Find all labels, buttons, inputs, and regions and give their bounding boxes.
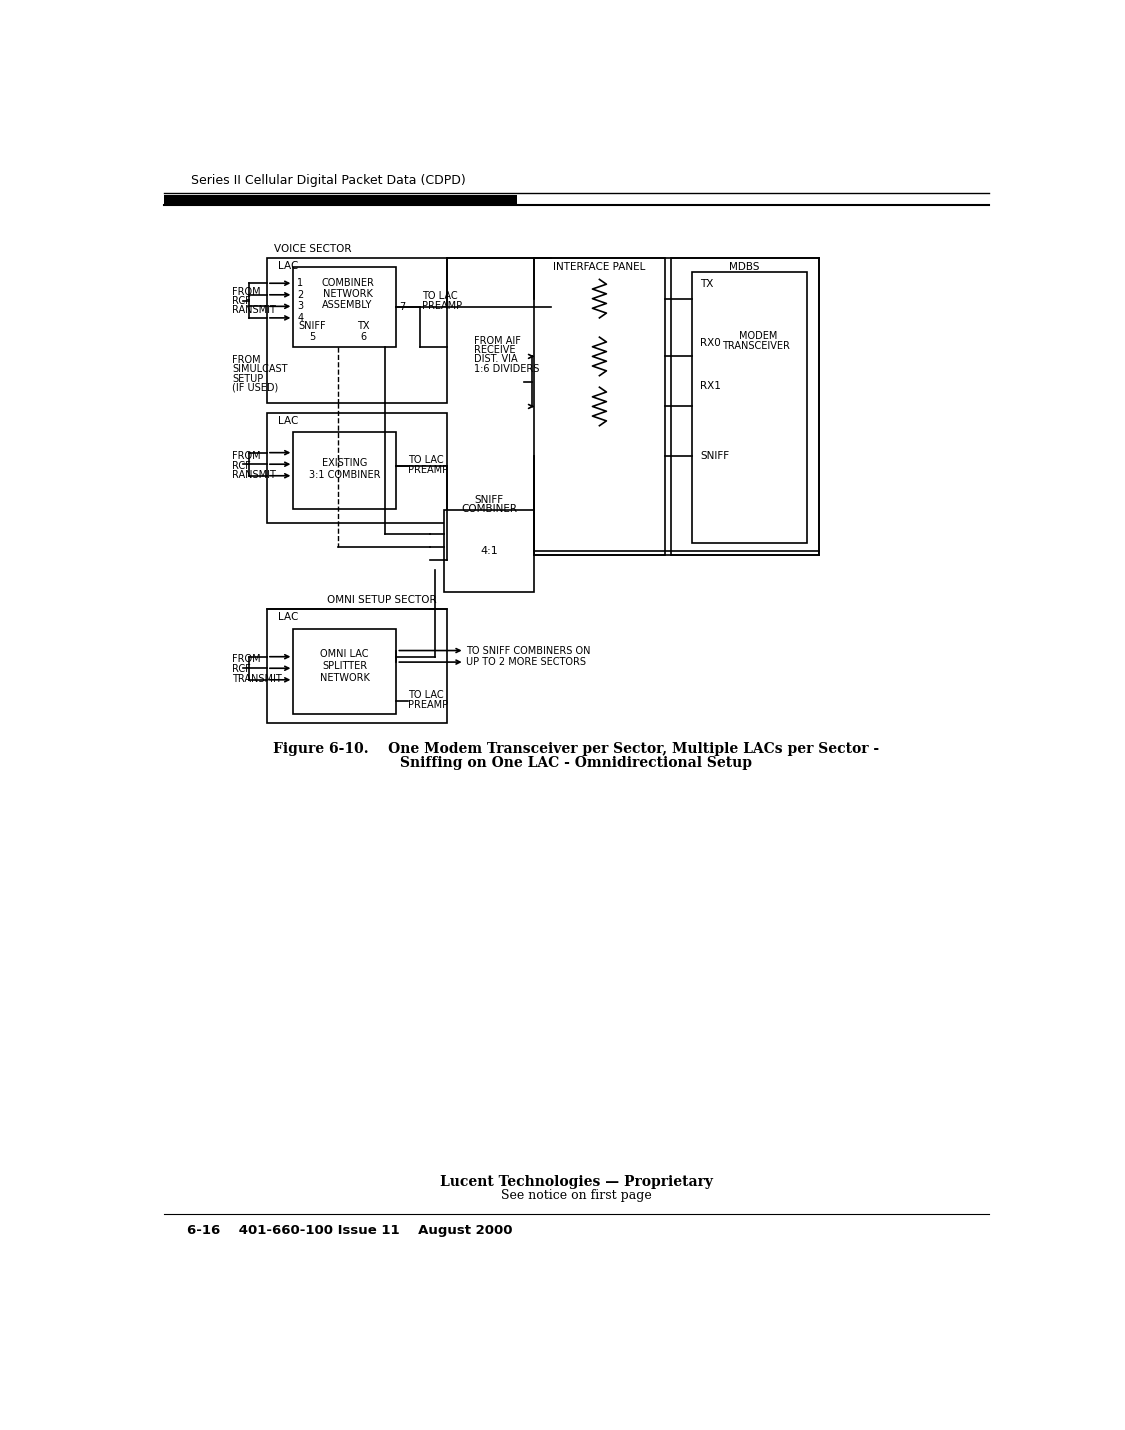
Text: 6-16    401-660-100 Issue 11    August 2000: 6-16 401-660-100 Issue 11 August 2000 [187,1224,513,1237]
Text: NETWORK: NETWORK [323,289,372,299]
Text: MDBS: MDBS [729,262,759,272]
Text: DIST. VIA: DIST. VIA [474,355,518,365]
Text: PREAMP: PREAMP [408,465,448,475]
Text: SNIFF: SNIFF [299,320,326,330]
Bar [267,609,447,724]
Bar [164,194,516,204]
Text: COMBINER: COMBINER [321,279,374,289]
Text: TO LAC: TO LAC [422,292,458,302]
Bar [534,257,665,555]
Bar [267,257,447,403]
Text: PREAMP: PREAMP [408,701,448,711]
Text: RCF: RCF [232,664,251,674]
Text: 5: 5 [309,332,316,342]
Text: LAC: LAC [278,612,298,622]
Text: TX: TX [357,320,369,330]
Text: SPLITTER: SPLITTER [322,661,367,671]
Text: LAC: LAC [278,416,298,426]
Text: 2: 2 [297,290,304,300]
Text: OMNI SETUP SECTOR: OMNI SETUP SECTOR [326,595,436,605]
Text: RCF: RCF [232,460,251,470]
Bar [267,413,447,523]
Text: RX0: RX0 [700,337,721,347]
Text: 3: 3 [297,302,304,312]
Text: 1:6 DIVIDERS: 1:6 DIVIDERS [474,363,539,373]
Text: RANSMIT: RANSMIT [232,305,276,315]
Text: See notice on first page: See notice on first page [501,1190,651,1203]
Text: Series II Cellular Digital Packet Data (CDPD): Series II Cellular Digital Packet Data (… [191,174,466,187]
Text: UP TO 2 MORE SECTORS: UP TO 2 MORE SECTORS [466,658,586,666]
Text: RX1: RX1 [700,380,721,390]
Text: TO SNIFF COMBINERS ON: TO SNIFF COMBINERS ON [466,645,591,655]
Text: (IF USED): (IF USED) [232,383,278,393]
Text: TRANSMIT: TRANSMIT [232,674,282,684]
Bar [444,511,534,592]
Bar [670,257,819,555]
Text: FROM: FROM [232,287,261,296]
Text: RECEIVE: RECEIVE [474,345,515,355]
Text: PREAMP: PREAMP [422,302,462,312]
Text: TRANSCEIVER: TRANSCEIVER [722,342,790,352]
Text: OMNI LAC: OMNI LAC [321,649,369,659]
Text: INTERFACE PANEL: INTERFACE PANEL [554,262,646,272]
Text: Sniffing on One LAC - Omnidirectional Setup: Sniffing on One LAC - Omnidirectional Se… [400,756,753,769]
Text: SNIFF: SNIFF [475,495,504,505]
Text: FROM AIF: FROM AIF [474,336,521,346]
Bar [692,272,807,543]
Text: Lucent Technologies — Proprietary: Lucent Technologies — Proprietary [440,1175,712,1188]
Text: ASSEMBLY: ASSEMBLY [323,300,372,310]
Text: VOICE SECTOR: VOICE SECTOR [273,243,351,253]
Text: FROM: FROM [232,654,261,664]
Text: FROM: FROM [232,452,261,462]
Text: FROM: FROM [232,355,261,365]
Text: MODEM: MODEM [739,332,777,342]
Text: TO LAC: TO LAC [408,691,443,701]
Text: SIMULCAST: SIMULCAST [232,365,288,375]
Text: RCF: RCF [232,296,251,306]
Text: 4: 4 [297,313,304,323]
Text: TO LAC: TO LAC [408,455,443,465]
Text: 6: 6 [360,332,366,342]
Text: EXISTING: EXISTING [322,458,367,468]
Text: NETWORK: NETWORK [319,674,369,684]
Text: 7: 7 [399,302,406,312]
Text: SNIFF: SNIFF [700,452,729,462]
Text: RANSMIT: RANSMIT [232,470,276,480]
Text: SETUP: SETUP [232,373,263,383]
Text: 4:1: 4:1 [480,546,498,556]
Bar [294,432,396,509]
Bar [294,267,396,347]
Text: LAC: LAC [278,260,298,270]
Text: 1: 1 [297,279,304,289]
Text: COMBINER: COMBINER [461,503,518,513]
Text: 3:1 COMBINER: 3:1 COMBINER [308,470,380,480]
Bar [294,629,396,714]
Text: TX: TX [700,279,713,289]
Text: Figure 6-10.    One Modem Transceiver per Sector, Multiple LACs per Sector -: Figure 6-10. One Modem Transceiver per S… [273,742,880,756]
